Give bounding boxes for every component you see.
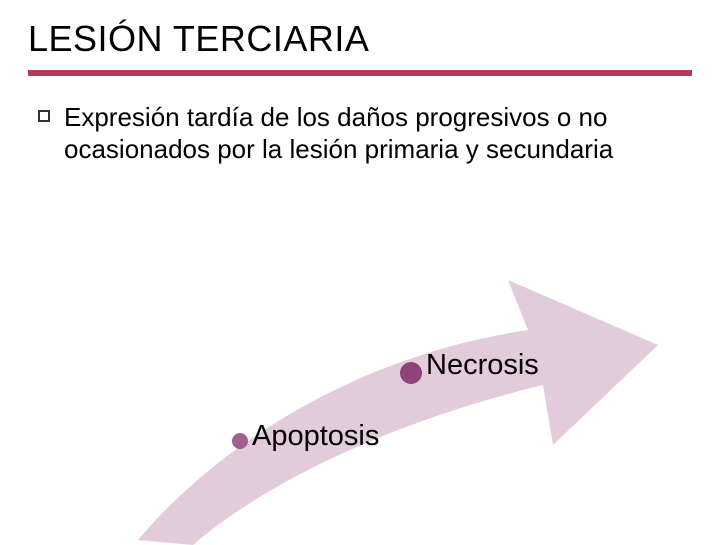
body-block: Expresión tardía de los daños progresivo…: [28, 102, 692, 165]
title-rule: [28, 70, 692, 76]
necrosis-point-dot: [400, 362, 422, 384]
apoptosis-point-label: Apoptosis: [252, 420, 379, 453]
body-text: Expresión tardía de los daños progresivo…: [64, 102, 684, 165]
necrosis-point-label: Necrosis: [426, 349, 539, 382]
bullet-icon: [38, 110, 50, 122]
swoosh-arrow-icon: [98, 245, 658, 545]
slide: LESIÓN TERCIARIA Expresión tardía de los…: [0, 0, 720, 540]
slide-title: LESIÓN TERCIARIA: [28, 18, 692, 60]
apoptosis-point-dot: [232, 433, 248, 449]
arrow-diagram: [28, 235, 692, 530]
